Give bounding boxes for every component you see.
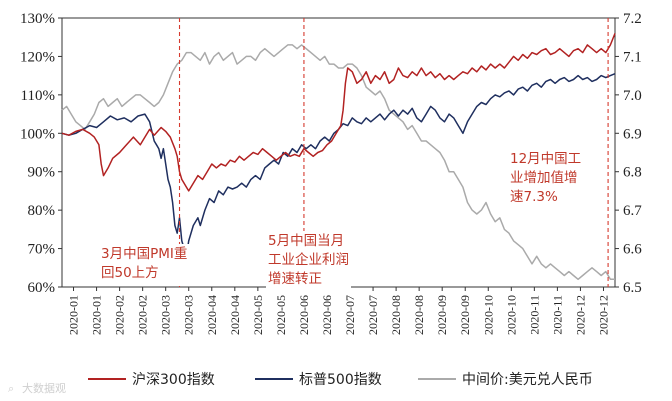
x-tick-label: 2020-11 — [527, 295, 541, 335]
legend-label: 沪深300指数 — [132, 372, 215, 388]
right-tick-label: 6.5 — [623, 280, 642, 296]
watermark-text: 大数据观 — [22, 381, 66, 395]
series-line-2 — [61, 44, 615, 281]
annotation-bg — [266, 231, 351, 292]
series-line-0 — [61, 33, 616, 192]
x-tick-label: 2020-05 — [274, 295, 288, 335]
left-tick-label: 70% — [28, 242, 56, 258]
left-tick-label: 80% — [28, 203, 56, 219]
x-tick-label: 2020-12 — [596, 295, 610, 335]
x-tick-label: 2020-08 — [389, 295, 403, 335]
x-tick-label: 2020-11 — [550, 295, 564, 335]
annotation-text: 速7.3% — [510, 189, 558, 205]
left-tick-label: 90% — [28, 165, 56, 181]
series-line-1 — [61, 73, 616, 258]
x-tick-label: 2020-04 — [228, 295, 242, 335]
x-tick-label: 2020-01 — [90, 295, 104, 335]
right-tick-label: 7.0 — [623, 88, 642, 104]
right-tick-label: 7.1 — [623, 49, 642, 65]
annotation-text: 5月中国当月 — [268, 233, 344, 249]
x-tick-label: 2020-02 — [136, 295, 150, 335]
watermark: ⌕ 大数据观 — [8, 381, 66, 395]
left-tick-label: 60% — [28, 280, 56, 296]
right-tick-label: 6.9 — [623, 126, 642, 142]
x-tick-label: 2020-10 — [481, 295, 495, 335]
right-tick-label: 6.7 — [623, 203, 642, 219]
annotation-text: 回50上方 — [101, 265, 159, 281]
series-layer — [61, 33, 616, 281]
annotation-text: 工业企业利润 — [268, 251, 349, 268]
legend: 沪深300指数 标普500指数 中间价:美元兑人民币 — [88, 372, 593, 388]
legend-label: 中间价:美元兑人民币 — [462, 372, 593, 388]
right-tick-label: 6.6 — [623, 242, 642, 258]
x-tick-label: 2020-06 — [297, 295, 311, 335]
annotation-text: 12月中国工 — [510, 151, 581, 167]
annotation-text: 3月中国PMI重 — [101, 246, 187, 262]
x-tick-label: 2020-01 — [67, 295, 81, 335]
x-tick-label: 2020-05 — [251, 295, 265, 335]
left-tick-label: 130% — [20, 11, 55, 27]
x-tick-label: 2020-10 — [504, 295, 518, 335]
axes: 60% 70% 80% 90% 100% 110% 120% 130% 6.5 6.6 6.7 6.8… — [20, 11, 642, 335]
x-tick-label: 2020-12 — [573, 295, 587, 335]
left-tick-label: 110% — [21, 88, 55, 104]
legend-label: 标普500指数 — [299, 372, 382, 388]
right-tick-label: 7.2 — [623, 11, 642, 27]
x-tick-label: 2020-02 — [113, 295, 127, 335]
x-tick-label: 2020-09 — [458, 295, 472, 335]
x-tick-label: 2020-09 — [435, 295, 449, 335]
left-tick-label: 120% — [20, 49, 55, 65]
left-tick-label: 100% — [20, 126, 55, 142]
watermark-icon: ⌕ — [8, 382, 14, 395]
x-tick-label: 2020-07 — [366, 295, 380, 335]
x-tick-label: 2020-04 — [205, 295, 219, 335]
x-tick-label: 2020-03 — [159, 295, 173, 335]
annotation-text: 业增加值增 — [510, 170, 578, 186]
annotation-bg — [99, 244, 211, 286]
x-tick-label: 2020-03 — [182, 295, 196, 335]
annotation-text: 增速转正 — [268, 271, 322, 287]
x-tick-label: 2020-07 — [343, 295, 357, 335]
x-tick-label: 2020-08 — [412, 295, 426, 335]
x-tick-label: 2020-06 — [320, 295, 334, 335]
right-tick-label: 6.8 — [623, 165, 642, 181]
